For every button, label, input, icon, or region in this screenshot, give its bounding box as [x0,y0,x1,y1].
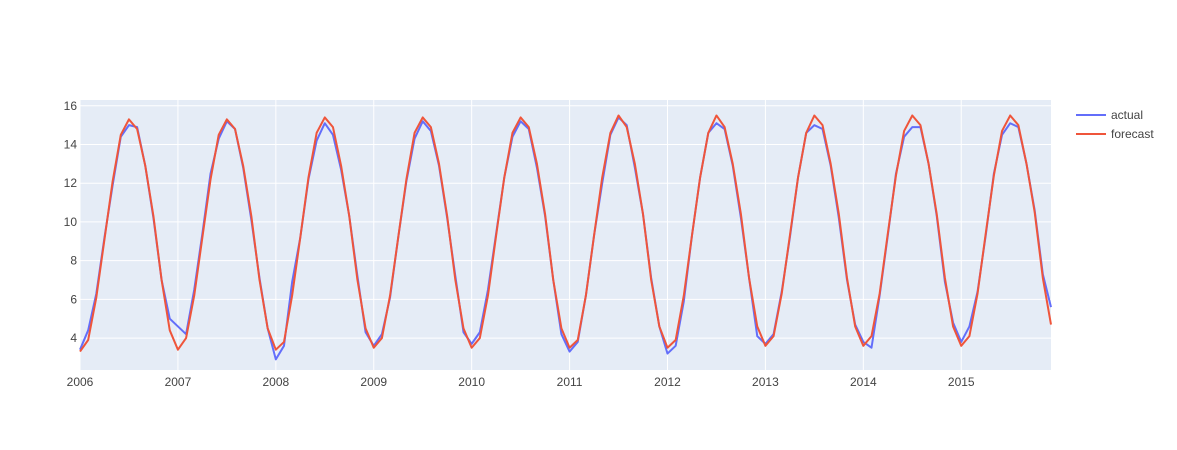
legend-label: forecast [1111,127,1154,141]
legend[interactable]: actual forecast [1076,108,1154,141]
series-line-forecast [79,114,1052,353]
plot-background [80,100,1051,370]
legend-item-forecast[interactable]: forecast [1076,127,1154,141]
x-tick-label: 2014 [850,375,877,389]
x-tick-label: 2008 [262,375,289,389]
series-lines [79,114,1052,361]
y-tick-label: 8 [70,254,77,268]
x-tick-label: 2012 [654,375,681,389]
x-axis-tick-labels: 2006 2007 2008 2009 2010 2011 2012 2013 2014 2015 [67,375,975,389]
x-tick-label: 2010 [458,375,485,389]
y-tick-label: 6 [70,292,77,306]
grid-lines [79,100,1051,370]
legend-item-actual[interactable]: actual [1076,108,1143,122]
x-tick-label: 2009 [360,375,387,389]
y-tick-label: 14 [64,138,78,152]
x-tick-label: 2011 [557,375,583,389]
y-tick-label: 4 [70,331,77,345]
y-tick-label: 12 [64,176,78,190]
legend-label: actual [1111,108,1143,122]
x-tick-label: 2015 [948,375,975,389]
x-tick-label: 2013 [752,375,779,389]
y-tick-label: 16 [64,99,78,113]
x-tick-label: 2006 [67,375,94,389]
y-axis-tick-labels: 4 6 8 10 12 14 16 [64,99,78,345]
x-tick-label: 2007 [165,375,192,389]
y-tick-label: 10 [64,215,78,229]
